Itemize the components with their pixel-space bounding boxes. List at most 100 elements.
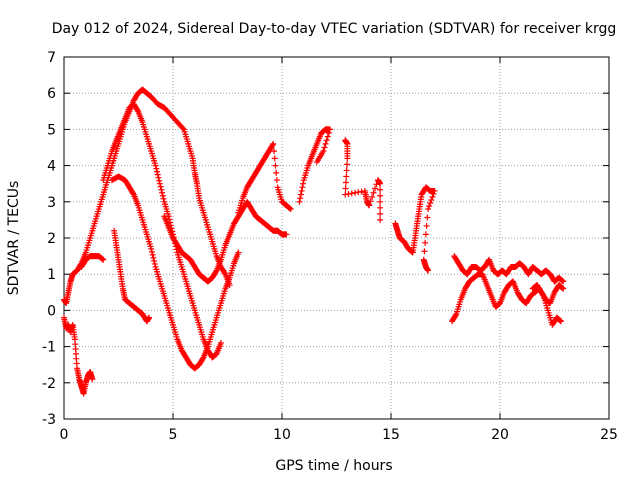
data-point <box>283 231 290 238</box>
y-tick-label: -1 <box>42 340 56 356</box>
data-point <box>326 126 333 133</box>
data-point <box>297 191 304 198</box>
series-arc-h <box>78 253 107 270</box>
data-point <box>149 251 156 258</box>
data-point <box>298 187 305 194</box>
data-point <box>422 231 429 238</box>
data-point <box>156 180 163 187</box>
data-points <box>61 86 567 397</box>
series-arc-k <box>392 184 438 274</box>
data-point <box>558 318 565 325</box>
data-point <box>344 155 351 162</box>
y-tick-label: 3 <box>47 195 56 211</box>
data-point <box>424 214 431 221</box>
chart-title: Day 012 of 2024, Sidereal Day-to-day VTE… <box>52 21 617 37</box>
data-point <box>179 125 186 132</box>
data-point <box>313 158 320 165</box>
x-tick-label: 15 <box>382 427 400 443</box>
data-point <box>273 177 280 184</box>
data-point <box>151 260 158 267</box>
x-axis-label: GPS time / hours <box>275 458 392 474</box>
data-point <box>130 190 137 197</box>
series-arc-g <box>61 314 96 397</box>
data-point <box>199 355 206 362</box>
data-point <box>427 200 434 207</box>
data-point <box>377 216 384 223</box>
data-point <box>421 248 428 255</box>
data-point <box>155 174 162 181</box>
data-point <box>99 256 106 263</box>
data-point <box>148 248 155 255</box>
axis-ticks: 0 5 10 15 20 25 -3 -2 -1 0 1 2 3 4 5 6 7 <box>42 50 618 443</box>
series-arc-c <box>108 173 242 372</box>
data-point <box>146 314 153 321</box>
y-tick-label: 0 <box>47 303 56 319</box>
series-arc-b <box>100 101 224 361</box>
data-point <box>366 202 373 209</box>
data-point <box>377 204 384 211</box>
data-point <box>271 155 278 162</box>
data-point <box>159 189 166 196</box>
data-point <box>377 186 384 193</box>
data-point <box>377 210 384 217</box>
data-point <box>377 192 384 199</box>
data-point <box>345 190 352 197</box>
data-point <box>269 142 276 149</box>
data-point <box>369 193 376 200</box>
data-point <box>344 161 351 168</box>
x-tick-label: 25 <box>600 427 618 443</box>
y-axis-label: SDTVAR / TECUs <box>6 181 22 296</box>
data-point <box>343 173 350 180</box>
series-arc-e <box>161 198 290 285</box>
data-point <box>324 133 331 140</box>
y-tick-label: 6 <box>47 86 56 102</box>
series-arc-i <box>296 126 333 205</box>
data-point <box>152 162 159 169</box>
data-point <box>557 317 564 324</box>
data-point <box>370 189 377 196</box>
data-point <box>425 206 432 213</box>
series-arc-j <box>342 137 384 223</box>
series-arc-d <box>111 227 153 325</box>
data-point <box>428 196 435 203</box>
data-point <box>150 254 157 261</box>
y-tick-label: 5 <box>47 122 56 138</box>
data-point <box>148 245 155 252</box>
data-point <box>321 144 328 151</box>
data-point <box>560 278 567 285</box>
data-point <box>212 268 219 275</box>
series-arc-f <box>235 140 294 216</box>
data-point <box>296 198 303 205</box>
data-point <box>426 203 433 210</box>
data-point <box>153 165 160 172</box>
data-point <box>154 168 161 175</box>
data-point <box>367 198 374 205</box>
data-point <box>342 185 349 192</box>
data-point <box>157 183 164 190</box>
data-point <box>425 267 432 274</box>
data-point <box>235 249 242 256</box>
data-point <box>342 179 349 186</box>
data-point <box>158 186 165 193</box>
y-tick-label: 1 <box>47 267 56 283</box>
data-point <box>273 169 280 176</box>
x-tick-label: 5 <box>169 427 178 443</box>
data-point <box>167 219 174 226</box>
data-point <box>159 192 166 199</box>
data-point <box>325 130 332 137</box>
y-tick-label: 7 <box>47 50 56 66</box>
y-tick-label: 2 <box>47 231 56 247</box>
data-point <box>217 339 224 346</box>
data-point <box>348 190 355 197</box>
y-tick-label: -2 <box>42 376 56 392</box>
data-point <box>377 198 384 205</box>
data-point <box>221 269 228 276</box>
data-point <box>297 195 304 202</box>
data-point <box>100 256 107 263</box>
x-tick-label: 0 <box>60 427 69 443</box>
data-point <box>322 140 329 147</box>
y-tick-label: -3 <box>42 412 56 428</box>
data-point <box>271 148 278 155</box>
data-point <box>431 187 438 194</box>
